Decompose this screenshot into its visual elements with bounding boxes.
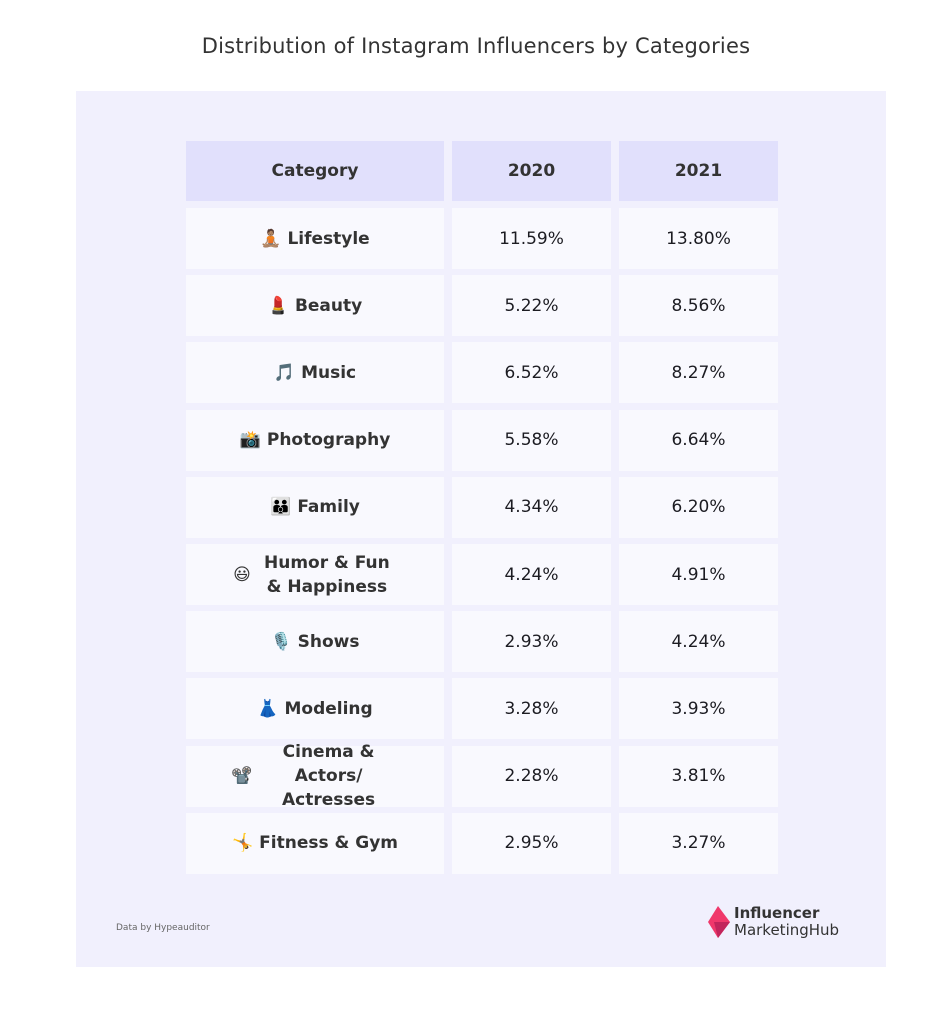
column-header: 2021 bbox=[619, 141, 778, 201]
value-2021-cell: 3.81% bbox=[619, 745, 778, 807]
column-header: 2020 bbox=[452, 141, 611, 201]
category-label: Photography bbox=[266, 430, 391, 451]
category-label: Beauty bbox=[294, 295, 363, 316]
category-emoji-icon: 💄 bbox=[267, 295, 289, 316]
value-2020-cell: 2.95% bbox=[452, 812, 611, 874]
value-2021-cell: 8.27% bbox=[619, 342, 778, 404]
category-cell: 👪 Family bbox=[186, 476, 444, 538]
category-emoji-icon: 🧘🏽 bbox=[260, 228, 282, 249]
category-label: Music bbox=[301, 362, 357, 383]
category-label: Shows bbox=[297, 631, 360, 652]
category-emoji-icon: 📽️ bbox=[231, 766, 253, 787]
logo-line1: Influencer bbox=[734, 904, 820, 922]
category-label: Lifestyle bbox=[287, 228, 370, 249]
value-2021-cell: 4.91% bbox=[619, 544, 778, 605]
source-note: Data by Hypeauditor bbox=[116, 923, 210, 933]
chart-title: Distribution of Instagram Influencers by… bbox=[201, 34, 751, 58]
category-cell: 🎵 Music bbox=[186, 342, 444, 404]
category-emoji-icon: 😃 bbox=[233, 564, 251, 585]
column-header: Category bbox=[186, 141, 444, 201]
logo-diamond-icon bbox=[708, 906, 730, 938]
value-2020-cell: 11.59% bbox=[452, 208, 611, 269]
value-2020-cell: 4.24% bbox=[452, 544, 611, 605]
category-cell: 📸 Photography bbox=[186, 409, 444, 471]
category-cell: 🧘🏽 Lifestyle bbox=[186, 208, 444, 269]
logo-line2: MarketingHub bbox=[734, 921, 840, 939]
value-2021-cell: 8.56% bbox=[619, 275, 778, 337]
category-emoji-icon: 👪 bbox=[270, 497, 292, 518]
value-2021-cell: 13.80% bbox=[619, 208, 778, 269]
value-2021-cell: 3.93% bbox=[619, 678, 778, 740]
category-cell: 👗 Modeling bbox=[186, 678, 444, 740]
category-cell: 📽️ Cinema & Actors/ Actresses bbox=[186, 742, 444, 810]
value-2020-cell: 5.58% bbox=[452, 409, 611, 471]
category-cell: 💄 Beauty bbox=[186, 275, 444, 337]
category-cell: 🎙️ Shows bbox=[186, 611, 444, 673]
category-emoji-icon: 👗 bbox=[257, 698, 279, 719]
category-emoji-icon: 🤸 bbox=[231, 833, 254, 854]
value-2020-cell: 5.22% bbox=[452, 275, 611, 337]
category-label: Modeling bbox=[284, 698, 373, 719]
category-label: Cinema & Actors/ Actresses bbox=[281, 742, 376, 811]
category-label: Family bbox=[297, 497, 360, 518]
value-2021-cell: 6.20% bbox=[619, 476, 778, 538]
value-2021-cell: 6.64% bbox=[619, 409, 778, 471]
category-emoji-icon: 📸 bbox=[239, 430, 261, 451]
value-2020-cell: 2.28% bbox=[452, 745, 611, 807]
logo: Influencer MarketingHub bbox=[708, 905, 839, 939]
category-emoji-icon: 🎙️ bbox=[270, 631, 292, 652]
value-2020-cell: 4.34% bbox=[452, 476, 611, 538]
category-emoji-icon: 🎵 bbox=[273, 362, 296, 383]
value-2021-cell: 3.27% bbox=[619, 812, 778, 874]
value-2021-cell: 4.24% bbox=[619, 611, 778, 673]
category-label: Fitness & Gym bbox=[259, 833, 399, 854]
category-cell: 😃 Humor & Fun & Happiness bbox=[186, 544, 444, 605]
category-cell: 🤸 Fitness & Gym bbox=[186, 812, 444, 874]
value-2020-cell: 6.52% bbox=[452, 342, 611, 404]
category-label: Humor & Fun & Happiness bbox=[263, 552, 390, 597]
value-2020-cell: 3.28% bbox=[452, 678, 611, 740]
value-2020-cell: 2.93% bbox=[452, 611, 611, 673]
